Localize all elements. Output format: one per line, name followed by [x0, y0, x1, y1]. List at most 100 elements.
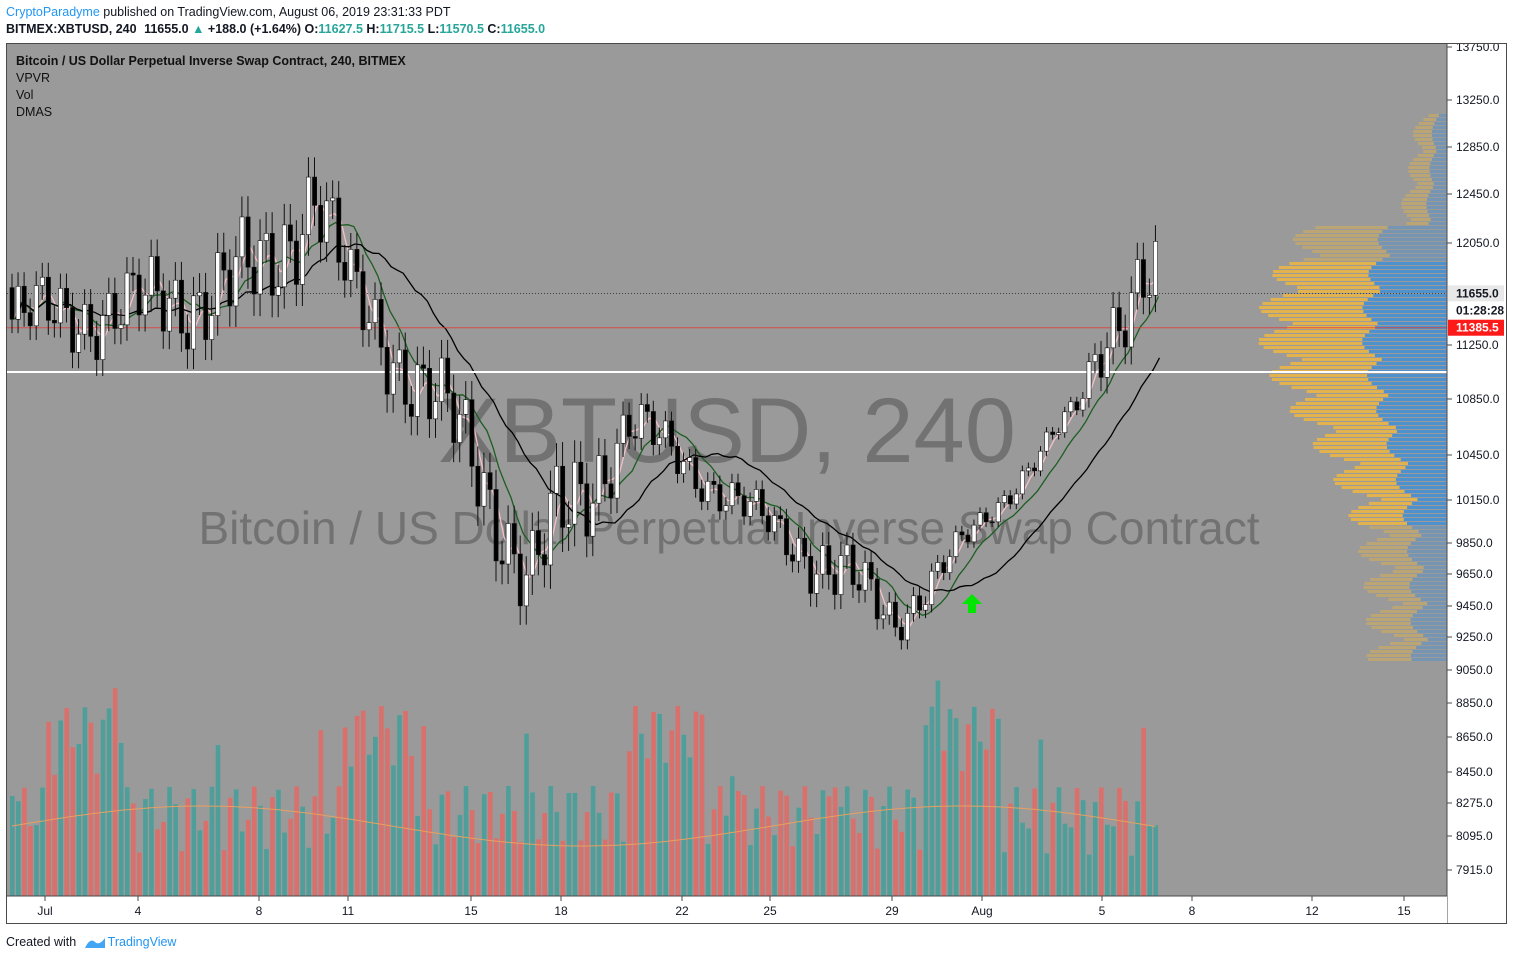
legend-indicator-vol[interactable]: Vol — [16, 88, 34, 102]
candle-body — [832, 574, 838, 595]
candle-body — [669, 420, 674, 447]
volume-bar — [645, 758, 650, 896]
y-tick-label: 12450.0 — [1456, 187, 1500, 201]
volume-bar — [451, 837, 457, 896]
vpvr-up-bar — [1420, 598, 1447, 601]
volume-bar — [1129, 855, 1134, 896]
candle-body — [487, 472, 493, 490]
vpvr-up-bar — [1432, 186, 1447, 189]
candle-body — [705, 480, 711, 502]
volume-bar — [1086, 854, 1092, 896]
candle-body — [784, 518, 789, 556]
vpvr-down-bar — [1377, 538, 1416, 541]
candle-body — [844, 544, 850, 556]
vpvr-down-bar — [1358, 506, 1408, 509]
volume-bar — [917, 849, 923, 896]
vpvr-up-bar — [1382, 418, 1447, 421]
candle-body — [330, 197, 336, 202]
vpvr-down-bar — [1402, 602, 1428, 605]
volume-bar — [748, 845, 753, 896]
volume-bar — [971, 706, 977, 896]
volume-bar — [457, 814, 463, 896]
volume-bar — [300, 806, 305, 896]
vpvr-down-bar — [1417, 182, 1434, 185]
vpvr-down-bar — [1413, 158, 1432, 161]
vpvr-up-bar — [1388, 422, 1447, 425]
vpvr-up-bar — [1412, 650, 1447, 653]
volume-bar — [463, 786, 469, 896]
candle-body — [1032, 467, 1037, 472]
candle-body — [608, 483, 614, 499]
vpvr-down-bar — [1273, 350, 1369, 353]
candle-body — [372, 299, 378, 323]
candle-body — [58, 288, 63, 324]
vpvr-down-bar — [1417, 142, 1434, 145]
volume-bar — [494, 838, 499, 896]
vpvr-up-bar — [1400, 470, 1447, 473]
vpvr-up-bar — [1392, 434, 1447, 437]
volume-bar — [717, 786, 723, 896]
vpvr-up-bar — [1376, 386, 1447, 389]
volume-bar — [608, 792, 614, 896]
candle-body — [451, 392, 457, 443]
vpvr-up-bar — [1406, 550, 1447, 553]
volume-bar — [596, 812, 602, 896]
tradingview-link[interactable]: TradingView — [107, 935, 177, 949]
volume-bar — [602, 839, 608, 896]
candle-body — [300, 234, 305, 285]
volume-bar — [947, 709, 953, 896]
x-tick-label: 5 — [1099, 904, 1106, 918]
vpvr-up-bar — [1404, 490, 1447, 493]
legend-indicator-vpvr[interactable]: VPVR — [16, 71, 51, 85]
volume-bar — [282, 832, 287, 896]
candle-body — [657, 437, 662, 445]
candle-body — [408, 404, 414, 417]
vpvr-up-bar — [1436, 150, 1447, 153]
author-link[interactable]: CryptoParadyme — [6, 5, 100, 19]
candle-body — [396, 349, 402, 364]
vpvr-up-bar — [1371, 366, 1447, 369]
candle-body — [886, 601, 892, 616]
volume-bar — [342, 727, 348, 896]
volume-bar — [270, 797, 275, 896]
vpvr-up-bar — [1416, 574, 1447, 577]
vpvr-up-bar — [1435, 146, 1447, 149]
vpvr-up-bar — [1407, 462, 1447, 465]
vpvr-up-bar — [1362, 306, 1447, 309]
vpvr-down-bar — [1348, 514, 1403, 517]
candle-body — [602, 455, 608, 485]
vpvr-down-bar — [1289, 410, 1377, 413]
vpvr-up-bar — [1399, 486, 1447, 489]
y-tick-label: 10850.0 — [1456, 392, 1500, 406]
vpvr-up-bar — [1422, 606, 1447, 609]
volume-bar — [1032, 788, 1038, 896]
legend-indicator-dmas[interactable]: DMAS — [16, 105, 53, 119]
candle-body — [1013, 493, 1019, 505]
volume-bar — [409, 755, 414, 896]
vpvr-down-bar — [1366, 494, 1411, 497]
candle-body — [554, 465, 559, 494]
price-tag-bg — [1448, 319, 1504, 336]
volume-bar — [1020, 822, 1025, 896]
chart-frame[interactable]: XBTUSD, 240 Bitcoin / US Dollar Perpetual… — [6, 43, 1507, 924]
candle-body — [771, 515, 777, 533]
volume-bar — [76, 743, 82, 896]
volume-bar — [288, 818, 293, 896]
vpvr-down-bar — [1376, 594, 1416, 597]
vpvr-up-bar — [1364, 334, 1447, 337]
candle-body — [548, 492, 553, 566]
volume-bar — [857, 832, 862, 896]
candle-body — [112, 293, 118, 329]
volume-bar — [657, 713, 662, 896]
vpvr-up-bar — [1426, 202, 1447, 205]
candle-body — [1026, 467, 1031, 472]
vpvr-down-bar — [1286, 354, 1375, 357]
candle-body — [185, 332, 190, 350]
vpvr-up-bar — [1433, 142, 1447, 145]
candle-body — [977, 512, 983, 526]
vpvr-down-bar — [1354, 466, 1406, 469]
volume-bar — [276, 789, 281, 896]
candle-body — [965, 534, 971, 543]
vpvr-up-bar — [1376, 362, 1447, 365]
chart-canvas[interactable]: XBTUSD, 240 Bitcoin / US Dollar Perpetual… — [7, 44, 1506, 923]
